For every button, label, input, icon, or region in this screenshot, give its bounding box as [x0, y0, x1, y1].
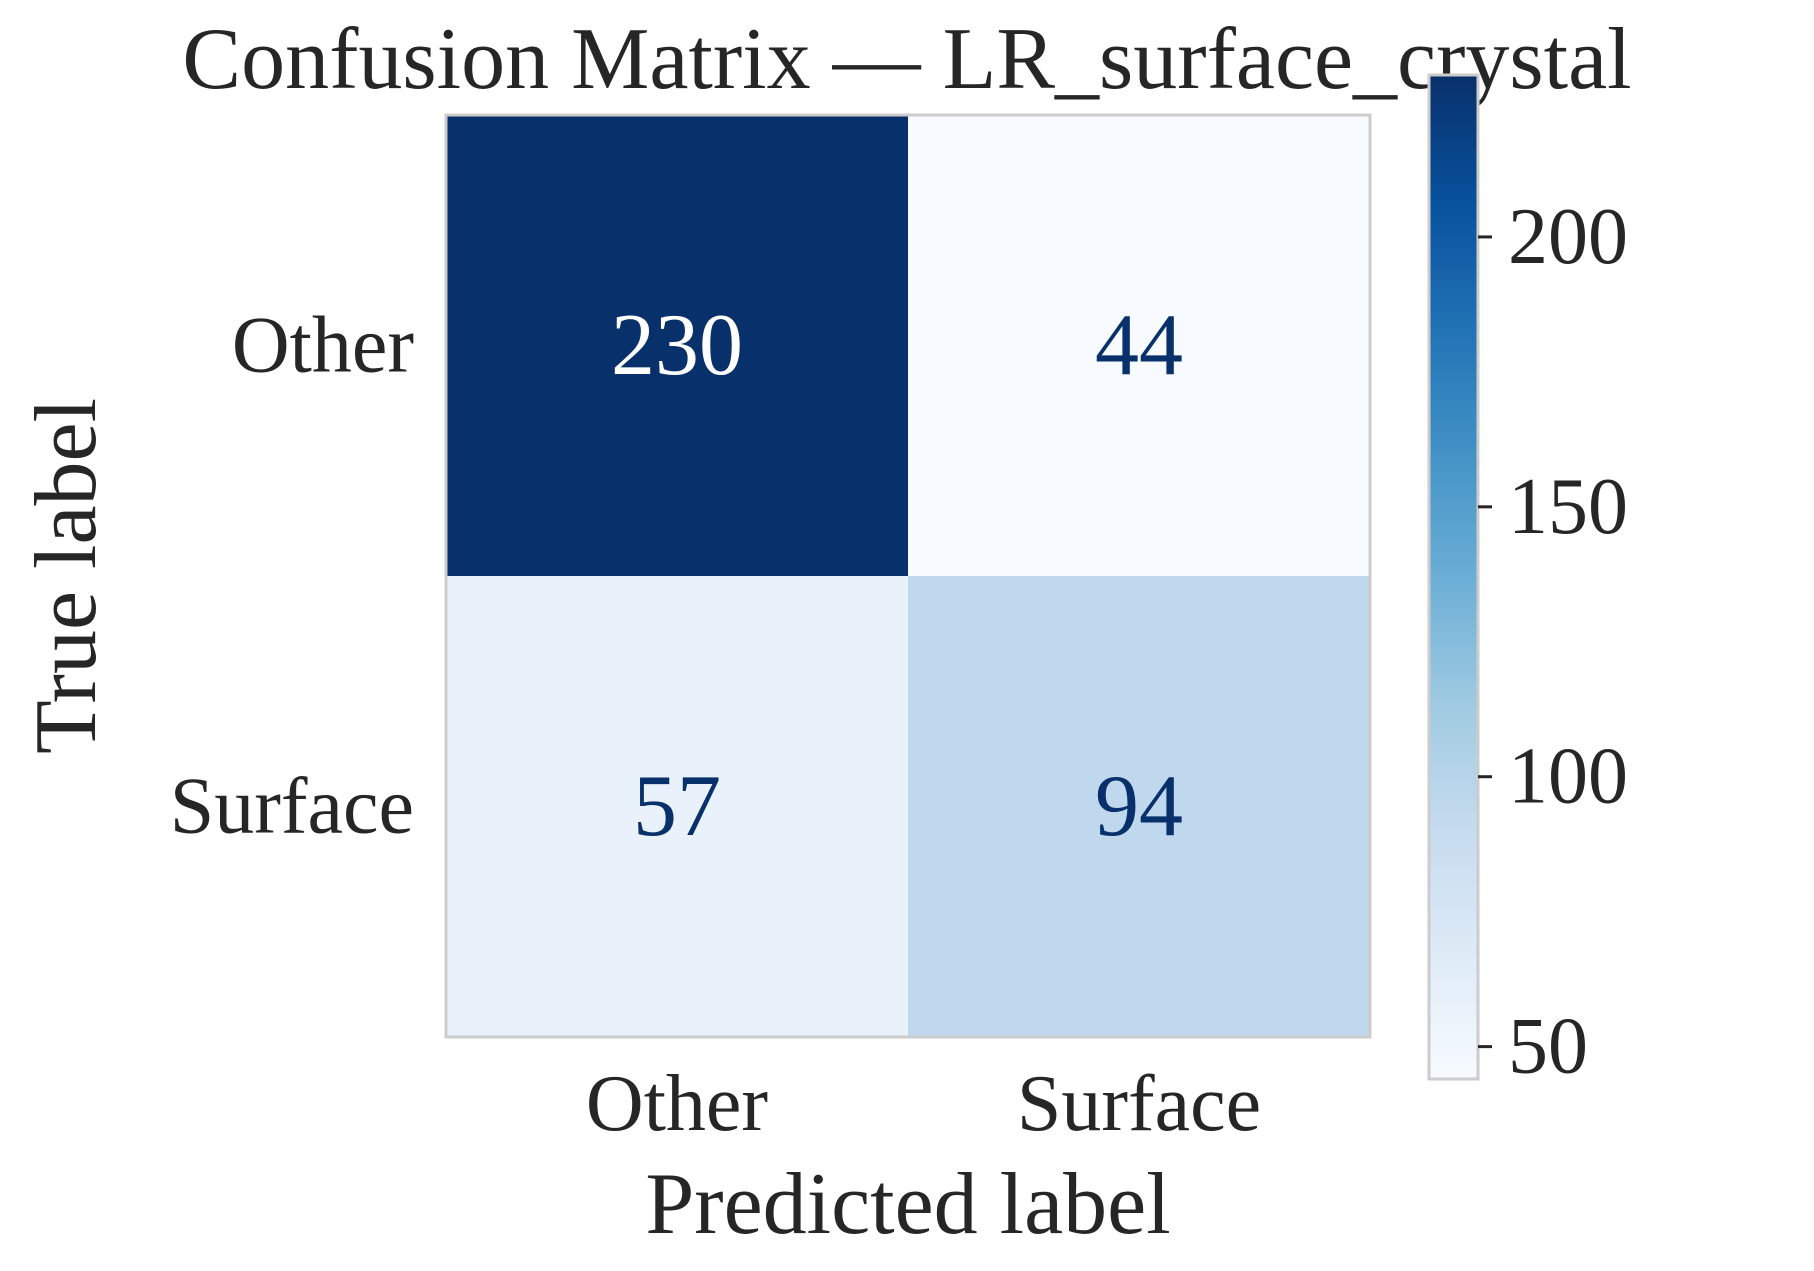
- colorbar-tick-label: 100: [1508, 733, 1628, 821]
- y-axis-label: True label: [18, 398, 115, 754]
- chart-title: Confusion Matrix — LR_surface_crystal: [182, 11, 1631, 108]
- cell-value-label: 44: [1095, 297, 1183, 394]
- heatmap-frame: [444, 113, 1372, 1039]
- y-tick-label: Surface: [170, 763, 414, 851]
- x-tick-label: Other: [586, 1060, 768, 1148]
- x-tick-label: Surface: [1017, 1060, 1261, 1148]
- heatmap-cell-labels: 230 44 57 94: [611, 297, 1183, 855]
- heatmap-cell: [446, 576, 909, 1038]
- heatmap-cell: [908, 115, 1371, 577]
- x-tick-labels: Other Surface: [586, 1060, 1261, 1148]
- y-tick-labels: Other Surface: [170, 302, 414, 851]
- cell-value-label: 94: [1095, 758, 1183, 855]
- cell-value-label: 57: [633, 758, 721, 855]
- colorbar-tick-label: 150: [1508, 463, 1628, 551]
- x-axis-label: Predicted label: [645, 1156, 1170, 1253]
- colorbar: [1427, 73, 1480, 1081]
- colorbar-ticks: 50 100 150 200: [1478, 193, 1628, 1091]
- cell-value-label: 230: [611, 297, 743, 394]
- colorbar-tick-label: 200: [1508, 193, 1628, 281]
- heatmap-cells: [446, 115, 1371, 1038]
- heatmap-cell: [908, 576, 1371, 1038]
- colorbar-tick-label: 50: [1508, 1003, 1588, 1091]
- y-tick-label: Other: [232, 302, 414, 390]
- heatmap-cell: [446, 115, 909, 577]
